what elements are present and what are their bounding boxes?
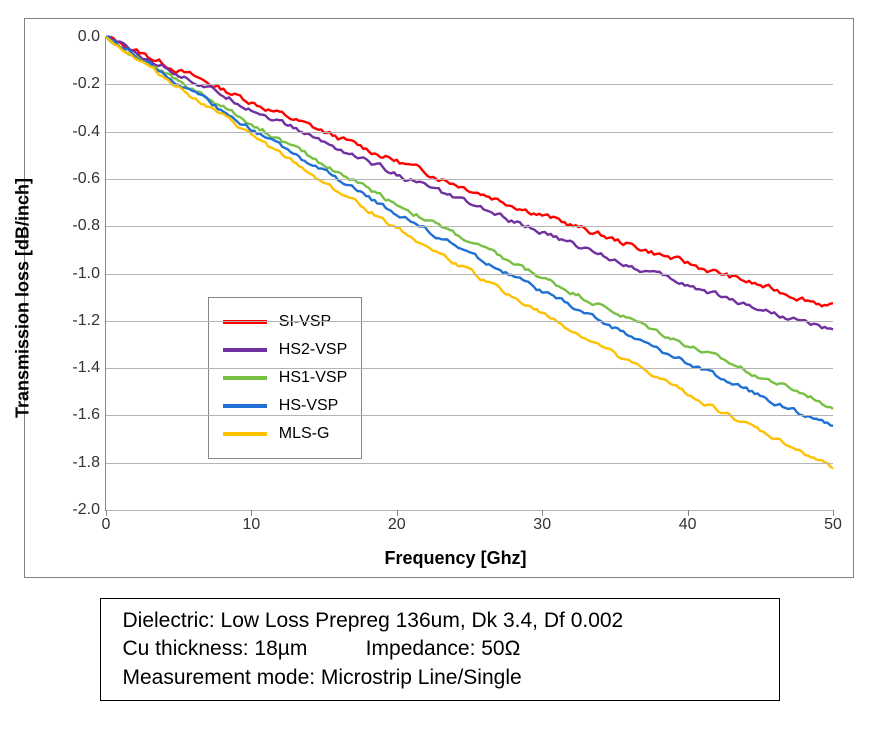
- x-tick-mark: [251, 510, 252, 516]
- y-tick-label: -0.4: [72, 123, 100, 141]
- x-tick-label: 50: [824, 516, 842, 534]
- info-box: Dielectric: Low Loss Prepreg 136um, Dk 3…: [100, 598, 780, 701]
- legend-swatch: [223, 432, 267, 436]
- chart-frame: Transmission loss [dB/inch] Frequency [G…: [24, 18, 854, 578]
- y-tick-label: -1.8: [72, 454, 100, 472]
- legend-label: HS-VSP: [279, 397, 339, 415]
- grid-line-h: [106, 132, 833, 133]
- legend-swatch: [223, 376, 267, 380]
- info-line-3: Measurement mode: Microstrip Line/Single: [123, 664, 757, 692]
- y-tick-label: -1.0: [72, 265, 100, 283]
- x-tick-mark: [106, 510, 107, 516]
- y-axis-label: Transmission loss [dB/inch]: [13, 178, 34, 418]
- legend-swatch: [223, 348, 267, 352]
- grid-line-h: [106, 226, 833, 227]
- x-tick-label: 10: [242, 516, 260, 534]
- legend-row: SI-VSP: [223, 308, 347, 336]
- y-tick-label: -1.4: [72, 359, 100, 377]
- legend-row: MLS-G: [223, 420, 347, 448]
- grid-line-h: [106, 321, 833, 322]
- y-tick-label: 0.0: [78, 28, 100, 46]
- legend-row: HS2-VSP: [223, 336, 347, 364]
- x-tick-label: 20: [388, 516, 406, 534]
- x-tick-label: 40: [679, 516, 697, 534]
- grid-line-h: [106, 368, 833, 369]
- x-tick-mark: [688, 510, 689, 516]
- grid-line-h: [106, 510, 833, 511]
- legend-label: HS1-VSP: [279, 369, 347, 387]
- grid-line-h: [106, 84, 833, 85]
- figure-wrap: Transmission loss [dB/inch] Frequency [G…: [0, 0, 879, 733]
- y-tick-label: -1.2: [72, 312, 100, 330]
- legend-label: MLS-G: [279, 425, 330, 443]
- x-tick-label: 30: [533, 516, 551, 534]
- info-line-1: Dielectric: Low Loss Prepreg 136um, Dk 3…: [123, 607, 757, 635]
- grid-line-h: [106, 463, 833, 464]
- legend-swatch: [223, 404, 267, 408]
- legend-label: SI-VSP: [279, 313, 331, 331]
- info-line-2: Cu thickness: 18µm Impedance: 50Ω: [123, 635, 757, 663]
- x-tick-mark: [397, 510, 398, 516]
- legend-label: HS2-VSP: [279, 341, 347, 359]
- plot-area: SI-VSPHS2-VSPHS1-VSPHS-VSPMLS-G 0.0-0.2-…: [105, 37, 833, 511]
- x-tick-mark: [542, 510, 543, 516]
- series-line: [106, 37, 833, 306]
- series-line: [106, 36, 833, 329]
- grid-line-h: [106, 415, 833, 416]
- x-tick-mark: [833, 510, 834, 516]
- y-tick-label: -1.6: [72, 406, 100, 424]
- y-tick-label: -0.6: [72, 170, 100, 188]
- y-tick-label: -0.2: [72, 75, 100, 93]
- x-tick-label: 0: [102, 516, 111, 534]
- x-axis-label: Frequency [Ghz]: [385, 548, 527, 569]
- y-tick-label: -0.8: [72, 217, 100, 235]
- grid-line-h: [106, 179, 833, 180]
- grid-line-h: [106, 274, 833, 275]
- y-tick-label: -2.0: [72, 501, 100, 519]
